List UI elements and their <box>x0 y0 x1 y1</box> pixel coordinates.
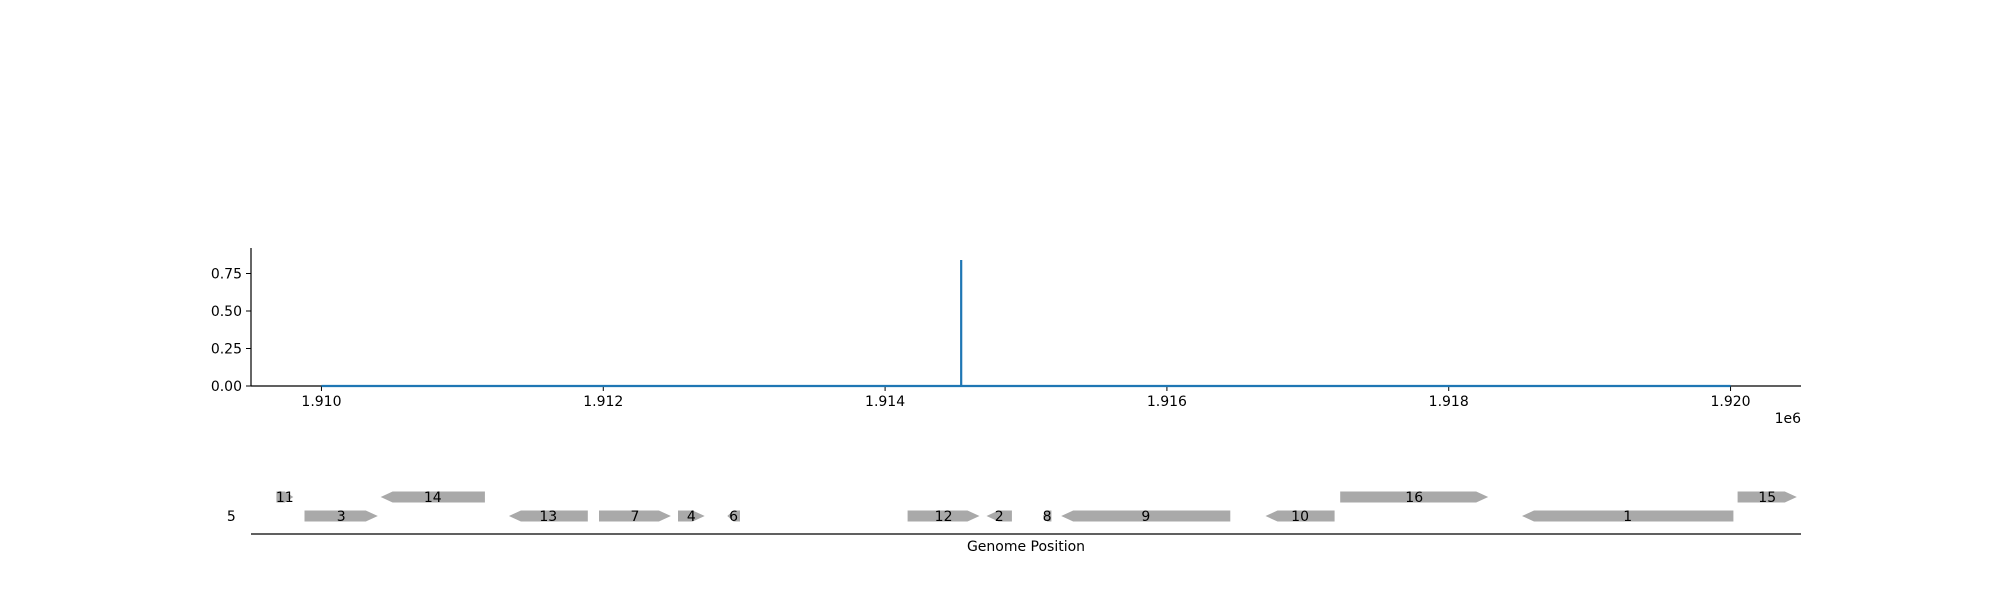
coverage-x-tick-label: 1.914 <box>865 394 905 410</box>
gene-feature-label: 13 <box>539 509 557 525</box>
coverage-series-line <box>321 260 1731 388</box>
coverage-x-offset-label: 1e6 <box>1775 411 1802 427</box>
gene-feature-1 <box>1522 510 1734 522</box>
gene-track-axes: 5 11 3 14 13 7 4 6 12 2 8 9 10 16 1 15 Genome Position <box>227 490 1801 555</box>
coverage-y-ticks: 0.00 0.25 0.50 0.75 <box>211 267 251 395</box>
gene-feature-label: 14 <box>424 490 442 506</box>
coverage-y-tick-label: 0.25 <box>211 342 242 358</box>
gene-feature-2 <box>986 510 1012 522</box>
gene-feature-label: 9 <box>1141 509 1150 525</box>
gene-feature-14 <box>380 491 485 503</box>
gene-feature-10 <box>1265 510 1335 522</box>
coverage-x-ticks: 1.910 1.912 1.914 1.916 1.918 1.920 <box>301 386 1751 410</box>
gene-feature-label: 16 <box>1405 490 1423 506</box>
gene-feature-3 <box>304 510 378 522</box>
gene-feature-11 <box>276 491 294 503</box>
gene-feature-label: 2 <box>995 509 1004 525</box>
coverage-x-tick-label: 1.920 <box>1710 394 1750 410</box>
gene-feature-label: 5 <box>227 509 236 525</box>
gene-feature-label: 7 <box>631 509 640 525</box>
gene-feature-12 <box>907 510 980 522</box>
gene-feature-8 <box>1042 510 1052 522</box>
gene-feature-6 <box>727 510 740 522</box>
gene-feature-label: 1 <box>1623 509 1632 525</box>
coverage-x-tick-label: 1.918 <box>1429 394 1469 410</box>
gene-feature-label: 12 <box>935 509 953 525</box>
gene-feature-label: 8 <box>1043 509 1052 525</box>
gene-track-x-axis-label: Genome Position <box>967 539 1085 555</box>
gene-feature-16 <box>1340 491 1489 503</box>
gene-feature-7 <box>599 510 671 522</box>
gene-feature-15 <box>1737 491 1797 503</box>
gene-feature-13 <box>508 510 588 522</box>
coverage-y-tick-label: 0.50 <box>211 304 242 320</box>
gene-feature-label: 6 <box>729 509 738 525</box>
gene-feature-4 <box>678 510 705 522</box>
gene-feature-label: 3 <box>337 509 346 525</box>
coverage-x-tick-label: 1.916 <box>1147 394 1187 410</box>
gene-feature-9 <box>1061 510 1231 522</box>
coverage-y-tick-label: 0.75 <box>211 267 242 283</box>
gene-feature-label: 4 <box>687 509 696 525</box>
coverage-x-tick-label: 1.910 <box>301 394 341 410</box>
coverage-axes: 0.000.250.500.75 1.910 1.912 1.914 1.916 1.9… <box>211 248 1801 427</box>
gene-feature-label: 11 <box>276 490 294 506</box>
gene-feature-label: 15 <box>1758 490 1776 506</box>
gene-feature-label: 10 <box>1291 509 1309 525</box>
coverage-y-tick-label: 0.00 <box>211 379 242 395</box>
coverage-x-tick-label: 1.912 <box>583 394 623 410</box>
gene-features: 5 11 3 14 13 7 4 6 12 2 8 9 10 16 1 15 <box>227 490 1797 525</box>
